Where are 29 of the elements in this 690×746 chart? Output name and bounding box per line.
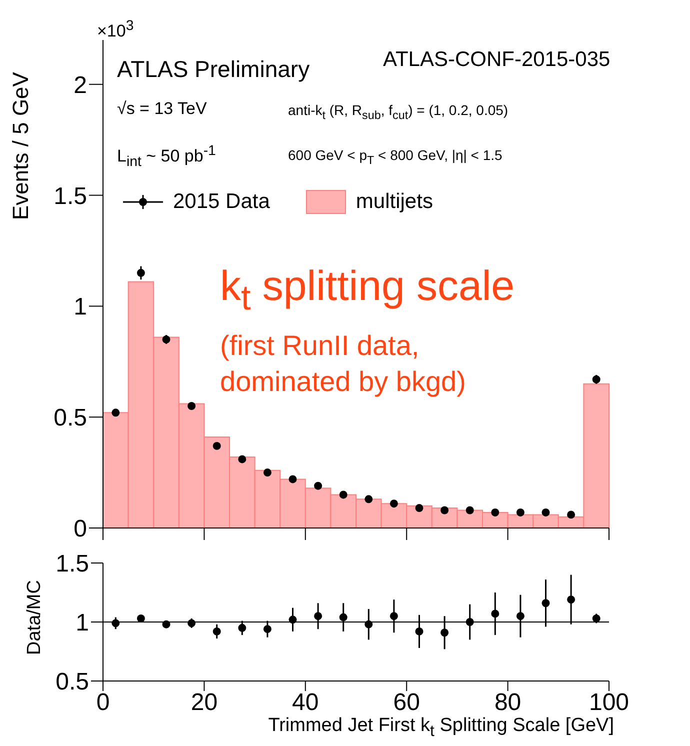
y-tick-label: 1.5 [54,182,87,210]
y-tick-label: 2 [74,72,87,99]
y-tick-label: 0 [74,516,87,543]
y-axis-title: Data/MC [24,580,46,655]
y-tick-label: 1.5 [56,550,89,578]
legend-label: multijets [356,190,433,214]
annotation: anti-k$_{t}$ (R, R$_{sub}$, f$_{cut}$) = (1, 0.2, 0.05) [288,102,508,122]
x-tick-label: 0 [96,689,110,716]
y-tick-label: 0.5 [54,404,87,432]
annotation: √s = 13 TeV [117,99,207,119]
annotation: k$_{t}$ splitting scale [220,262,515,318]
x-tick-label: 40 [292,689,319,716]
annotation: ×10$^{3}$ [97,18,134,42]
annotation: (first RunII data, [220,330,420,362]
x-tick-label: 60 [393,689,420,716]
annotation: ATLAS Preliminary [117,56,310,83]
annotation: dominated by bkgd) [220,366,466,398]
x-tick-label: 100 [588,689,630,716]
y-tick-label: 0.5 [56,668,89,696]
y-tick-label: 1 [74,294,87,321]
y-axis-title: Events / 5 GeV [8,72,34,220]
y-tick-label: 1 [76,610,89,637]
x-axis-title: Trimmed Jet First k$_{t}$ Splitting Scale [GeV] [268,715,614,741]
annotation: ATLAS-CONF-2015-035 [383,48,610,72]
x-tick-label: 20 [190,689,218,716]
legend-label: 2015 Data [173,190,270,214]
annotation: 600 GeV < p$_{T}$ < 800 GeV, |η| < 1.5 [288,147,502,167]
x-tick-label: 80 [494,689,522,716]
annotation: L$_{int}$ ~ 50 pb$^{-1}$ [117,143,216,170]
